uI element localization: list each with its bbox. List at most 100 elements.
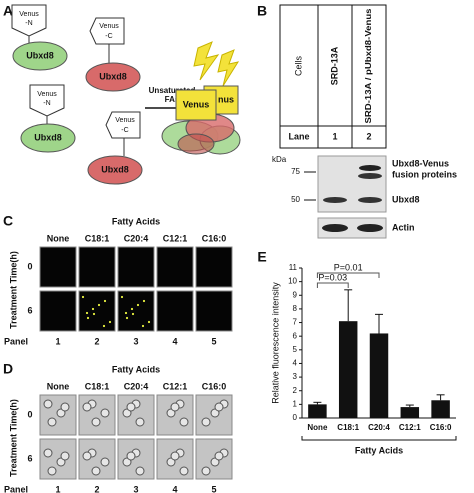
fluorescent-dot (108, 320, 112, 324)
cell (170, 402, 180, 412)
bar (338, 321, 358, 418)
label: None (47, 381, 70, 391)
y-tick-label: 9 (293, 290, 298, 299)
micrograph (117, 246, 155, 288)
label: Ubxd8 (99, 71, 127, 81)
fluorescent-dot (124, 311, 128, 315)
cell (179, 466, 189, 476)
label: Panel (4, 336, 28, 346)
y-tick-label: 8 (293, 304, 298, 313)
cell (100, 408, 110, 418)
fluorescent-dot (120, 295, 124, 299)
label: -N (43, 100, 50, 107)
y-tick-label: 0 (293, 413, 298, 422)
micrograph (78, 290, 116, 332)
label: 6 (27, 453, 32, 463)
label: Venus (99, 23, 119, 30)
band (322, 224, 348, 232)
micrograph (156, 246, 194, 288)
label: C16:0 (202, 233, 227, 243)
label: C12:1 (163, 233, 188, 243)
fluorescent-dot (102, 324, 106, 328)
label: 5 (211, 484, 216, 493)
label: 0 (27, 261, 32, 271)
cell (170, 451, 180, 461)
fluorescent-dot (81, 295, 85, 299)
band (358, 173, 382, 179)
label: 4 (172, 336, 177, 346)
bar (431, 400, 450, 418)
label: -N (25, 20, 32, 27)
blot (317, 155, 387, 213)
x-tick-label: None (307, 423, 328, 432)
cell (201, 417, 211, 427)
cell (214, 451, 224, 461)
label: C18:1 (85, 381, 110, 391)
label: -C (121, 127, 128, 134)
fluorescent-dot (147, 320, 151, 324)
label: Ubxd8-Venus (392, 158, 449, 168)
micrograph (78, 394, 116, 436)
cell (135, 466, 145, 476)
y-tick-label: 2 (293, 386, 298, 395)
significance-bracket (316, 282, 349, 288)
fluorescent-dot (86, 316, 90, 320)
label: Venus (19, 11, 39, 18)
label: Treatment Time(h) (8, 251, 18, 329)
venus-c-shape (105, 111, 141, 139)
panel-label: A (3, 3, 13, 19)
label: nus (218, 94, 234, 104)
y-tick-label: 7 (293, 318, 298, 327)
cell (43, 448, 53, 458)
label: 3 (133, 484, 138, 493)
bar (400, 407, 420, 418)
micrograph (117, 290, 155, 332)
cell (179, 417, 189, 427)
x-tick-label: C12:1 (399, 423, 421, 432)
label: Actin (392, 222, 415, 232)
x-axis-label: Fatty Acids (355, 445, 403, 455)
label: 50 (291, 195, 300, 204)
label: Cells (293, 56, 303, 77)
table-frame (279, 4, 387, 149)
label: 1 (55, 484, 60, 493)
venus-c-shape (89, 17, 125, 45)
label: Lane (288, 131, 309, 141)
bar (308, 404, 327, 418)
label: 1 (332, 131, 337, 141)
cell (47, 417, 57, 427)
y-tick-label: 11 (289, 263, 298, 272)
venus-n-shape (11, 4, 47, 37)
label: C18:1 (85, 233, 110, 243)
x-tick-label: C16:0 (430, 423, 452, 432)
cell (201, 466, 211, 476)
label: C12:1 (163, 381, 188, 391)
label: C20:4 (124, 381, 149, 391)
cell (82, 451, 92, 461)
label: Unsaturated (149, 86, 196, 95)
annotation: P=0.03 (318, 272, 347, 282)
label: None (47, 233, 70, 243)
label: SRD-13A (329, 46, 339, 85)
venus-box (175, 89, 217, 121)
cell (82, 402, 92, 412)
label: Ubxd8 (101, 164, 129, 174)
label: 3 (133, 336, 138, 346)
label: 2 (94, 484, 99, 493)
fluorescent-dot (85, 311, 89, 315)
fluorescent-dot (125, 316, 129, 320)
label: 4 (172, 484, 177, 493)
micrograph (78, 246, 116, 288)
label: 6 (27, 305, 32, 315)
label: Ubxd8 (392, 194, 420, 204)
label: Fatty Acids (112, 216, 160, 226)
label: 1 (55, 336, 60, 346)
lightning (217, 49, 240, 87)
fluorescent-dot (141, 324, 145, 328)
y-tick-label: 5 (293, 345, 298, 354)
fluorescent-dot (130, 307, 134, 311)
label: 5 (211, 336, 216, 346)
band (359, 165, 381, 171)
complex (177, 133, 215, 155)
